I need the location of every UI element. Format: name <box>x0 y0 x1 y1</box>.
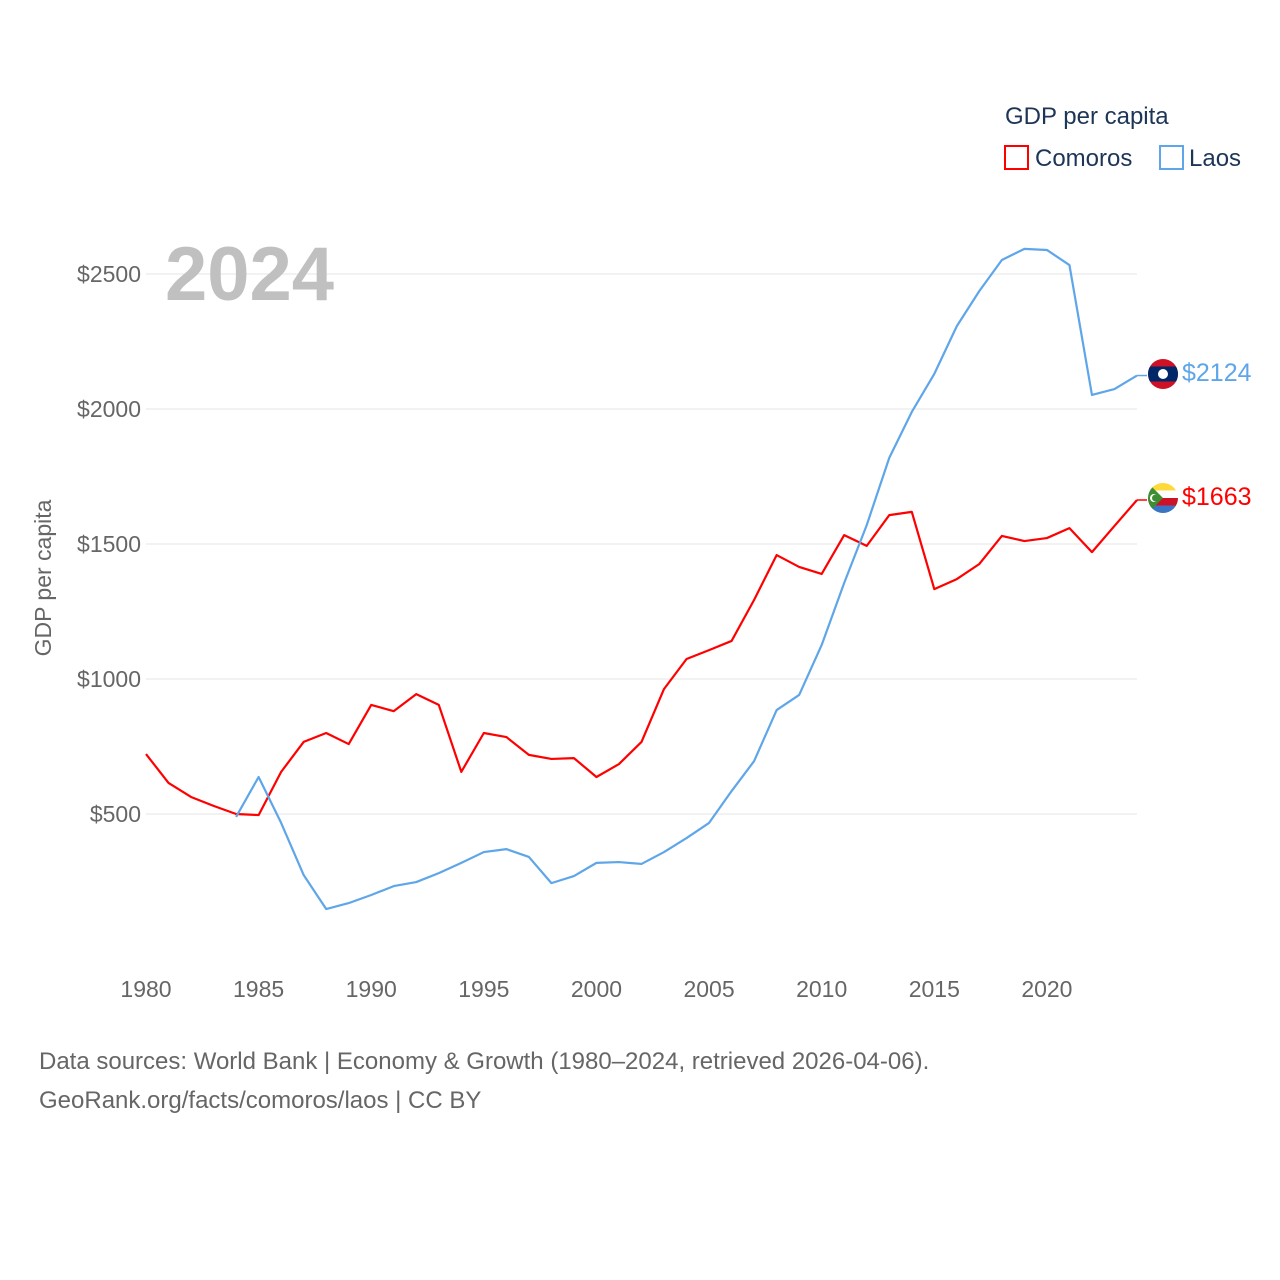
x-axis-ticks: 1980 1985 1990 1995 2000 2005 2010 2015 2020 <box>120 976 1072 1002</box>
x-tick-label: 1985 <box>233 976 284 1002</box>
x-tick-label: 2000 <box>571 976 622 1002</box>
footer-sources: Data sources: World Bank | Economy & Gro… <box>39 1048 929 1075</box>
x-tick-label: 2015 <box>909 976 960 1002</box>
legend-title: GDP per capita <box>1005 103 1169 130</box>
x-tick-label: 2005 <box>683 976 734 1002</box>
legend: GDP per capita Comoros Laos <box>1004 103 1241 172</box>
y-tick-label: $2000 <box>77 396 141 422</box>
x-tick-label: 2020 <box>1021 976 1072 1002</box>
comoros-flag-icon <box>1148 483 1178 513</box>
legend-item-comoros[interactable]: Comoros <box>1004 145 1132 172</box>
series-lines <box>145 247 1147 911</box>
series-line-laos <box>235 247 1138 911</box>
laos-end-label: $2124 <box>1182 359 1252 387</box>
y-tick-label: $2500 <box>77 261 141 287</box>
x-tick-label: 1990 <box>346 976 397 1002</box>
x-tick-label: 2010 <box>796 976 847 1002</box>
legend-label-laos: Laos <box>1189 145 1241 172</box>
comoros-end-label: $1663 <box>1182 483 1252 511</box>
y-axis-ticks: $500 $1000 $1500 $2000 $2500 <box>77 261 141 827</box>
legend-label-comoros: Comoros <box>1035 145 1132 172</box>
y-tick-label: $1000 <box>77 666 141 692</box>
legend-swatch-comoros <box>1004 145 1029 170</box>
legend-item-laos[interactable]: Laos <box>1159 145 1241 172</box>
laos-flag-icon <box>1148 359 1178 389</box>
series-line-comoros <box>145 499 1138 817</box>
y-axis-label: GDP per capita <box>30 499 56 656</box>
y-tick-label: $1500 <box>77 531 141 557</box>
gridlines <box>146 273 1137 815</box>
legend-swatch-laos <box>1159 145 1184 170</box>
x-tick-label: 1980 <box>120 976 171 1002</box>
x-tick-label: 1995 <box>458 976 509 1002</box>
year-watermark: 2024 <box>165 232 334 317</box>
footer-link[interactable]: GeoRank.org/facts/comoros/laos | CC BY <box>39 1087 481 1114</box>
y-tick-label: $500 <box>90 801 141 827</box>
